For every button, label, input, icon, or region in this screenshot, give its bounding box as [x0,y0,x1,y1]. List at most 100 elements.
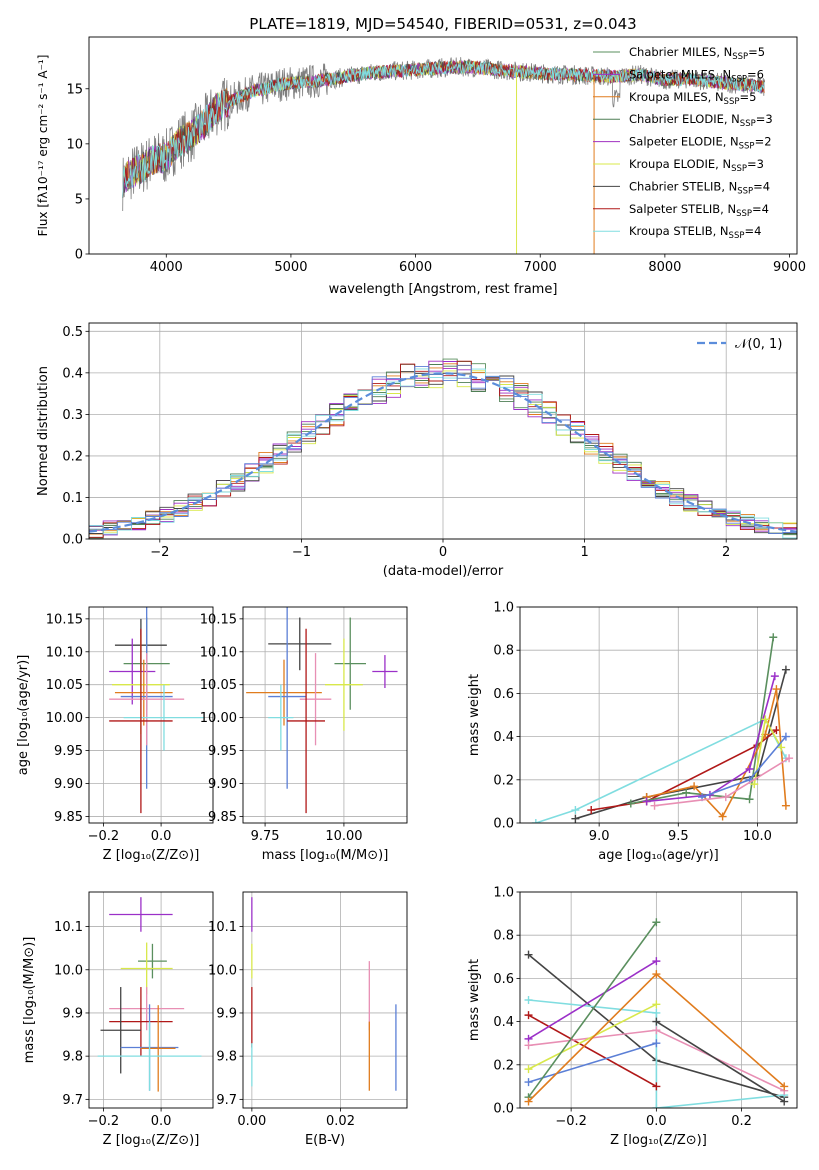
panel-0-axes [85,88,790,258]
x-tick-label: 1 [580,545,588,560]
y-tick-label: 9.9 [216,1006,237,1021]
weight-marker [777,743,786,752]
y-axis-label: Flux [fλ10⁻¹⁷ erg cm⁻² s⁻¹ A⁻¹] [36,55,50,237]
errorbar-point [138,943,167,979]
legend-suffix: =4 [744,224,761,238]
y-tick-label: 10.1 [54,920,83,935]
weight-line [528,1042,657,1083]
x-axis-label: wavelength [Angstrom, rest frame] [329,282,558,297]
y-tick-label: 0.1 [62,491,83,506]
errorbar-point [325,638,363,731]
errorbars-2 [109,607,205,814]
histogram-frame [88,322,798,540]
errorbar-point [109,897,173,932]
legend-suffix: =6 [747,67,764,81]
y-tick-label: 10 [66,137,83,152]
y-tick-label: 9.85 [208,810,237,825]
weight-marker [524,950,533,959]
x-tick-label: 9.75 [251,829,280,844]
y-tick-label: 10.0 [54,963,83,978]
y-tick-label: 9.7 [216,1093,237,1108]
weight-marker [761,715,770,724]
weight-marker [571,806,580,815]
x-tick-label: 0.2 [731,1114,752,1129]
y-tick-label: 0.8 [493,929,514,944]
weight-line [591,729,777,811]
y-tick-label: 15 [66,82,83,97]
y-tick-label: 10.00 [46,711,83,726]
weight-marker [781,732,790,741]
errorbar-point [246,659,322,726]
errorbars-6 [251,897,397,1091]
weight-marker [650,801,659,810]
errorbar-point [109,638,156,705]
legend-sub: SSP [732,52,748,62]
x-tick-label: 0 [439,545,447,560]
legend-entry: Salpeter STELIB, NSSP=4 [629,202,769,219]
x-tick-label: −0.2 [88,829,120,844]
weight-marker [524,1065,533,1074]
y-tick-label: 0.0 [493,817,514,832]
x-axis-label: Z [log₁₀(Z/Z⊙)] [610,1133,707,1148]
weight-marker [769,633,778,642]
y-tick-label: 9.9 [62,1006,83,1021]
panel-4-frame [519,606,798,824]
legend-label: Chabrier MILES, N [629,45,732,59]
weight-marker [652,957,661,966]
y-tick-label: 9.8 [62,1050,83,1065]
y-tick-label: 1.0 [493,886,514,901]
legend-entry: Chabrier ELODIE, NSSP=3 [629,112,773,129]
x-axis-label: (data-model)/error [383,564,504,579]
weight-marker [524,1011,533,1020]
weight-line [528,960,657,1040]
y-tick-label: 0.5 [62,325,83,340]
legend-sub: SSP [731,164,747,174]
legend-suffix: =2 [755,135,772,149]
weight-marker [524,1097,533,1106]
weight-marker [652,1017,661,1026]
y-tick-label: 0.4 [493,730,514,745]
weight-marker [772,685,781,694]
y-tick-label: 0.0 [493,1102,514,1117]
x-tick-label: 10.0 [743,829,772,844]
legend-label: Salpeter STELIB, N [629,202,736,216]
y-tick-label: 0.4 [493,1015,514,1030]
gaussian-curve [89,372,797,533]
errorbar-point [97,1021,202,1091]
x-tick-label: 9.5 [668,829,689,844]
legend-label: Salpeter ELODIE, N [629,135,739,149]
histogram-9 [89,364,797,539]
x-tick-label: −2 [150,545,169,560]
errorbar-point [268,684,294,751]
x-tick-label: 4000 [150,260,183,275]
weight-marker [781,665,790,674]
x-tick-label: 0.00 [237,1114,266,1129]
weight-marker [780,1097,789,1106]
weight-marker [750,780,759,789]
legend-suffix: =4 [753,179,770,193]
panel-5-frame [88,891,214,1109]
chart-title: PLATE=1819, MJD=54540, FIBERID=0531, z=0… [249,15,636,33]
panel-2-axes [85,607,213,827]
legend-label: Kroupa MILES, N [629,90,724,104]
x-tick-label: 8000 [648,260,681,275]
y-axis-label: age [log₁₀(age/yr)] [16,655,31,776]
y-tick-label: 1.0 [493,601,514,616]
y-tick-label: 0.4 [62,366,83,381]
legend-suffix: =3 [747,157,764,171]
errorbars-5 [97,897,202,1092]
weight-line [527,921,658,1098]
y-tick-label: 9.90 [54,777,83,792]
errorbars-3 [246,607,398,814]
panel-4-axes [516,606,797,827]
errorbar-point [114,659,173,726]
x-tick-label: 9.0 [589,829,610,844]
y-tick-label: 0.6 [493,687,514,702]
weight-marker [626,799,635,808]
weight-line [535,718,787,823]
errorbar-point [334,617,366,710]
legend-sub: SSP [731,74,747,84]
panel-3-frame [242,606,408,824]
x-axis-label: Z [log₁₀(Z/Z⊙)] [103,848,200,863]
